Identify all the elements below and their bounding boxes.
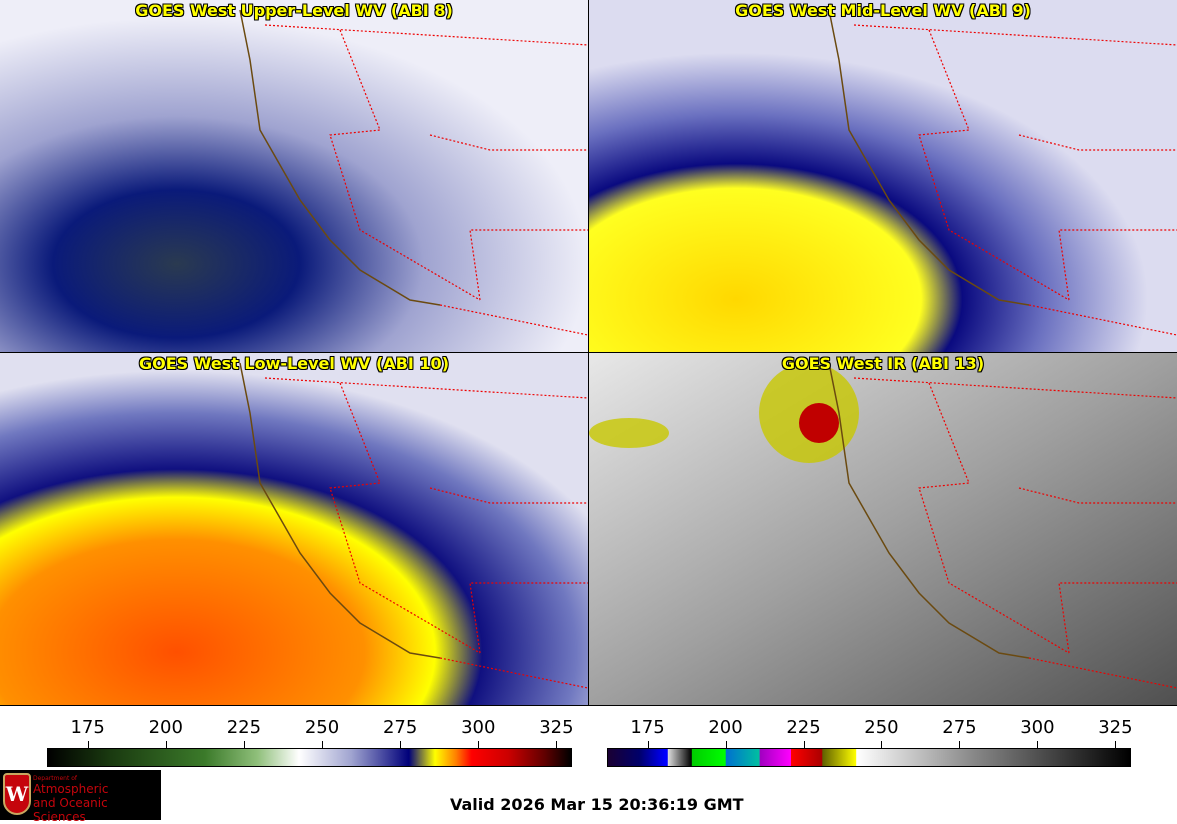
satellite-image-ir xyxy=(589,353,1177,705)
satellite-image-low-wv xyxy=(0,353,588,705)
wv-colorbar-tick xyxy=(400,741,402,748)
ir-colorbar-tick xyxy=(803,741,805,748)
logo-text: Department of xyxy=(33,775,77,782)
wv-colorbar-tick-label: 250 xyxy=(304,717,340,738)
ir-colorbar-tick-label: 225 xyxy=(786,717,821,738)
wv-colorbar-tick-label: 300 xyxy=(461,717,496,738)
ir-colorbar-tick xyxy=(725,741,727,748)
ir-colorbar xyxy=(607,748,1131,767)
uw-shield-icon: W xyxy=(3,773,31,815)
wv-colorbar-tick xyxy=(478,741,480,748)
wv-colorbar-tick xyxy=(243,741,245,748)
panel-mid-level-wv: GOES West Mid-Level WV (ABI 9) xyxy=(589,0,1177,352)
divider xyxy=(0,705,1177,706)
satellite-image-upper-wv xyxy=(0,0,588,352)
ir-colorbar-tick xyxy=(1115,741,1117,748)
panel-upper-level-wv: GOES West Upper-Level WV (ABI 8) xyxy=(0,0,588,352)
wv-colorbar-tick-label: 325 xyxy=(539,717,574,738)
panel-title: GOES West Upper-Level WV (ABI 8) xyxy=(135,1,453,20)
wv-colorbar xyxy=(47,748,572,767)
ir-colorbar-tick-label: 300 xyxy=(1020,717,1055,738)
ir-colorbar-tick xyxy=(959,741,961,748)
logo-text: Atmospheric xyxy=(33,782,109,796)
wv-colorbar-tick-label: 175 xyxy=(70,717,105,738)
aos-logo: W Department of Atmospheric and Oceanic … xyxy=(0,770,161,824)
valid-time: Valid 2026 Mar 15 20:36:19 GMT xyxy=(450,795,744,814)
ir-colorbar-tick-label: 200 xyxy=(708,717,743,738)
panel-ir: GOES West IR (ABI 13) xyxy=(589,353,1177,705)
ir-colorbar-tick-label: 275 xyxy=(942,717,977,738)
ir-colorbar-tick xyxy=(1037,741,1039,748)
wv-colorbar-tick xyxy=(165,741,167,748)
wv-colorbar-tick-label: 200 xyxy=(148,717,183,738)
wv-colorbar-tick xyxy=(556,741,558,748)
ir-colorbar-tick-label: 250 xyxy=(864,717,899,738)
panel-low-level-wv: GOES West Low-Level WV (ABI 10) xyxy=(0,353,588,705)
wv-colorbar-tick xyxy=(322,741,323,748)
ir-colorbar-tick xyxy=(881,741,883,748)
wv-colorbar-tick xyxy=(87,741,89,748)
ir-colorbar-tick-label: 325 xyxy=(1098,717,1133,738)
panel-title: GOES West IR (ABI 13) xyxy=(781,354,985,373)
satellite-image-mid-wv xyxy=(589,0,1177,352)
panel-title: GOES West Low-Level WV (ABI 10) xyxy=(138,354,449,373)
ir-colorbar-tick xyxy=(647,741,649,748)
panel-title: GOES West Mid-Level WV (ABI 9) xyxy=(735,1,1031,20)
divider xyxy=(0,352,1177,353)
wv-colorbar-tick-label: 275 xyxy=(382,717,418,738)
ir-colorbar-tick-label: 175 xyxy=(630,717,665,738)
wv-colorbar-tick-label: 225 xyxy=(226,717,262,738)
